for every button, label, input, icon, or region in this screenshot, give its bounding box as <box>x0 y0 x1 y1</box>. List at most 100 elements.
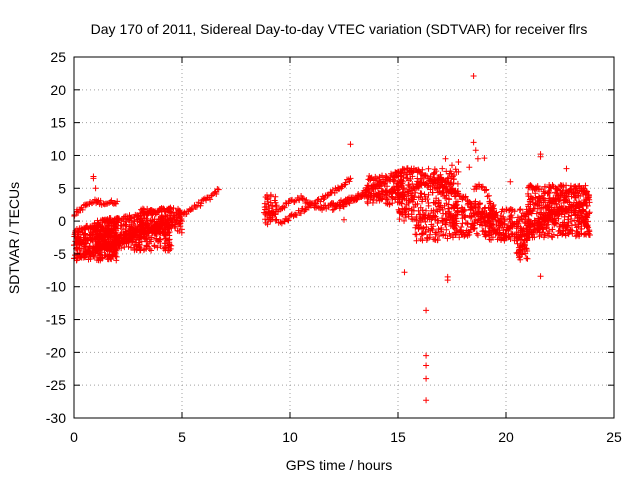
data-point <box>561 196 568 203</box>
data-point <box>454 208 461 215</box>
data-point <box>586 227 593 234</box>
data-point <box>432 231 439 238</box>
data-point <box>397 170 404 177</box>
data-point <box>521 231 528 238</box>
data-point <box>403 171 410 178</box>
data-point <box>270 208 277 215</box>
data-point <box>541 214 548 221</box>
data-point <box>422 172 429 179</box>
data-point <box>500 227 507 234</box>
data-point <box>105 242 112 249</box>
data-point <box>536 215 543 222</box>
data-point <box>389 194 396 201</box>
data-point <box>342 179 349 186</box>
data-point <box>468 213 475 220</box>
data-point <box>75 209 82 216</box>
data-point <box>148 219 155 226</box>
data-point <box>166 212 173 219</box>
data-point <box>405 213 412 220</box>
data-point <box>108 248 115 255</box>
data-point <box>517 224 524 231</box>
data-point <box>81 243 88 250</box>
data-point <box>302 206 309 213</box>
data-point <box>165 236 172 243</box>
data-point <box>442 195 449 202</box>
data-point <box>431 174 438 181</box>
data-point <box>447 187 454 194</box>
data-point <box>74 234 81 241</box>
data-point <box>521 219 528 226</box>
data-point <box>76 254 83 261</box>
data-point <box>515 221 522 228</box>
data-point <box>410 165 417 172</box>
data-point <box>553 201 560 208</box>
data-point <box>502 230 509 237</box>
data-point <box>452 166 459 173</box>
data-point <box>433 229 440 236</box>
data-point <box>527 198 534 205</box>
data-point <box>516 254 523 261</box>
data-point <box>462 193 469 200</box>
data-point <box>549 226 556 233</box>
data-point <box>386 201 393 208</box>
data-point <box>532 194 539 201</box>
data-point <box>384 183 391 190</box>
data-point <box>531 185 538 192</box>
data-point <box>459 220 466 227</box>
data-point <box>414 200 421 207</box>
data-point <box>410 207 417 214</box>
data-point <box>543 225 550 232</box>
data-point <box>458 231 465 238</box>
data-point <box>272 193 279 200</box>
data-point <box>572 183 579 190</box>
data-point <box>376 182 383 189</box>
data-point <box>376 183 383 190</box>
data-point <box>584 222 591 229</box>
y-tick-label: 5 <box>58 180 66 196</box>
data-point <box>436 232 443 239</box>
data-point <box>582 230 589 237</box>
data-point <box>479 184 486 191</box>
data-point <box>567 227 574 234</box>
outlier-point <box>423 307 430 314</box>
data-point <box>388 193 395 200</box>
data-point <box>373 197 380 204</box>
data-point <box>580 207 587 214</box>
data-point <box>172 224 179 231</box>
y-tick-label: -15 <box>46 312 66 328</box>
y-tick-label: 10 <box>50 147 66 163</box>
data-point <box>585 194 592 201</box>
data-point <box>92 248 99 255</box>
data-point <box>446 170 453 177</box>
data-point <box>466 229 473 236</box>
data-point <box>213 190 220 197</box>
data-point <box>525 217 532 224</box>
y-tick-label: -30 <box>46 410 66 426</box>
data-point <box>423 235 430 242</box>
data-point <box>148 209 155 216</box>
data-point <box>98 232 105 239</box>
data-point <box>178 209 185 216</box>
data-point <box>384 196 391 203</box>
data-point <box>550 194 557 201</box>
data-point <box>524 247 531 254</box>
data-point <box>75 237 82 244</box>
data-point <box>160 205 167 212</box>
data-point <box>405 177 412 184</box>
data-point <box>552 219 559 226</box>
data-point <box>155 228 162 235</box>
data-point <box>151 242 158 249</box>
outlier-point <box>347 141 354 148</box>
data-point <box>313 200 320 207</box>
data-point <box>87 251 94 258</box>
outlier-point <box>472 147 479 154</box>
data-point <box>373 175 380 182</box>
data-point <box>97 257 104 264</box>
data-point <box>293 212 300 219</box>
data-point <box>415 167 422 174</box>
data-point <box>453 218 460 225</box>
data-point <box>122 235 129 242</box>
data-point <box>435 199 442 206</box>
data-point <box>138 238 145 245</box>
data-point <box>535 221 542 228</box>
